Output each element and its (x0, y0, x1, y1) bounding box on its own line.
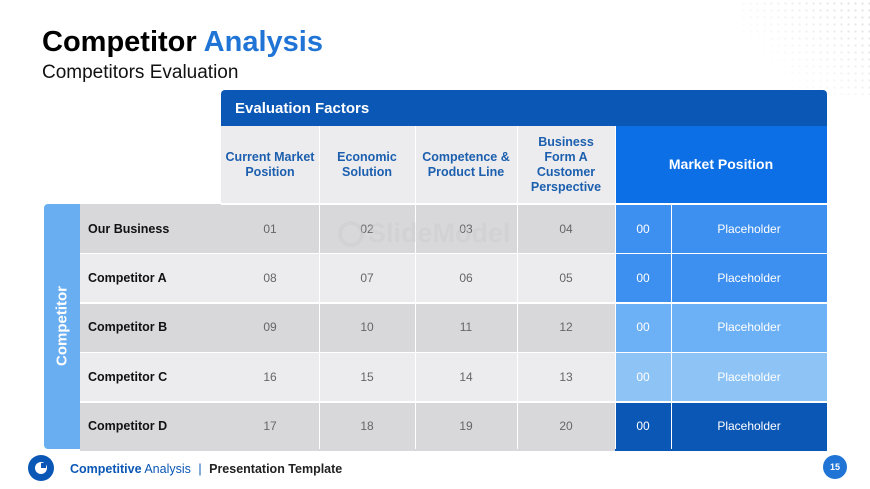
competitor-group-bar (44, 204, 80, 449)
footer-part1: Competitive (70, 462, 142, 476)
header-divider (221, 204, 827, 205)
market-position-text: Placeholder (671, 253, 827, 303)
market-position-header: Market Position (615, 126, 827, 203)
table-cell: 13 (517, 352, 615, 402)
table-cell: 12 (517, 302, 615, 352)
title-main: Competitor (42, 26, 197, 58)
table-cell: 15 (319, 352, 415, 402)
row-divider (80, 352, 827, 354)
market-position-value: 00 (615, 401, 671, 451)
slide-title: Competitor Analysis (42, 26, 323, 59)
market-position-text: Placeholder (671, 352, 827, 402)
row-label: Our Business (80, 204, 221, 253)
table-cell: 10 (319, 302, 415, 352)
market-position-value: 00 (615, 204, 671, 253)
column-divider (415, 126, 416, 449)
footer: Competitive Analysis | Presentation Temp… (70, 462, 342, 476)
market-position-text: Placeholder (671, 302, 827, 352)
market-position-value: 00 (615, 253, 671, 303)
column-divider (671, 204, 672, 449)
table-cell: 09 (221, 302, 319, 352)
evaluation-factors-label: Evaluation Factors (235, 99, 370, 117)
footer-logo-icon (28, 455, 54, 481)
table-cell: 20 (517, 401, 615, 451)
row-divider (80, 253, 827, 255)
footer-part2: Analysis (144, 462, 191, 476)
watermark: SlideModel (338, 218, 511, 249)
market-position-value: 00 (615, 302, 671, 352)
table-cell: 18 (319, 401, 415, 451)
table-cell: 16 (221, 352, 319, 402)
market-position-text: Placeholder (671, 401, 827, 451)
table-cell: 04 (517, 204, 615, 253)
column-divider (319, 126, 320, 449)
table-cell: 11 (415, 302, 517, 352)
footer-separator: | (198, 462, 202, 476)
table-cell: 17 (221, 401, 319, 451)
row-divider (80, 302, 827, 304)
table-cell: 05 (517, 253, 615, 303)
table-cell: 08 (221, 253, 319, 303)
watermark-text: SlideModel (368, 218, 511, 248)
table-cell: 14 (415, 352, 517, 402)
slide-subtitle: Competitors Evaluation (42, 62, 239, 83)
market-position-value: 00 (615, 352, 671, 402)
table-cell: 06 (415, 253, 517, 303)
decorative-dot-pattern (740, 0, 870, 95)
row-label: Competitor D (80, 401, 221, 451)
title-accent: Analysis (203, 26, 323, 58)
column-header-3: Competence & Product Line (415, 126, 517, 203)
watermark-logo-icon (338, 220, 364, 247)
column-header-1: Current Market Position (221, 126, 319, 203)
table-cell: 07 (319, 253, 415, 303)
footer-part3: Presentation Template (209, 462, 343, 476)
table-cell: 01 (221, 204, 319, 253)
column-divider (615, 126, 616, 449)
page-number: 15 (823, 455, 847, 479)
row-label: Competitor C (80, 352, 221, 402)
competitor-group-label: Competitor (53, 286, 71, 366)
row-label: Competitor A (80, 253, 221, 303)
row-divider (80, 401, 827, 403)
market-position-text: Placeholder (671, 204, 827, 253)
evaluation-factors-header: Evaluation Factors (221, 90, 827, 126)
table-cell: 03 (415, 204, 517, 253)
column-header-2: Economic Solution (319, 126, 415, 203)
table-cell: 19 (415, 401, 517, 451)
column-header-4: Business Form A Customer Perspective (517, 126, 615, 203)
row-label: Competitor B (80, 302, 221, 352)
column-divider (517, 126, 518, 449)
